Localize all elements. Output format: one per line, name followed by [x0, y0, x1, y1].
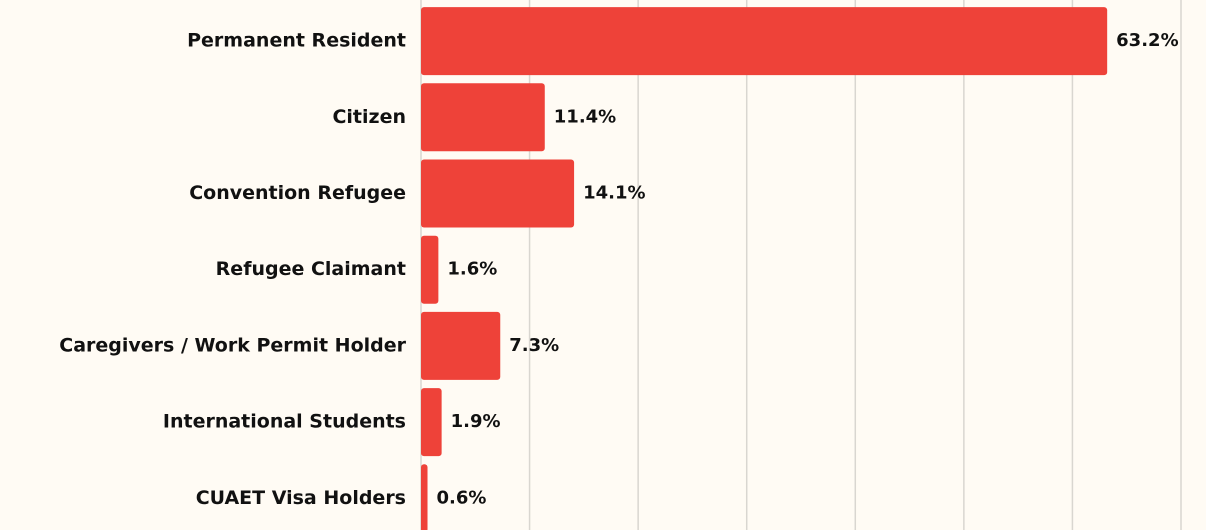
category-label: Citizen [332, 106, 406, 128]
bar [421, 388, 442, 457]
bar [421, 7, 1108, 76]
category-label: Convention Refugee [189, 182, 406, 204]
value-label: 11.4% [554, 106, 616, 127]
bar [421, 235, 439, 304]
bar [421, 311, 501, 380]
value-label: 7.3% [509, 335, 559, 356]
category-label: International Students [163, 411, 406, 433]
value-label: 63.2% [1116, 30, 1178, 51]
category-label: Caregivers / Work Permit Holder [59, 334, 406, 356]
bar [421, 83, 545, 152]
bar [421, 464, 428, 530]
value-label: 0.6% [437, 487, 487, 508]
value-label: 1.9% [451, 411, 501, 432]
category-label: CUAET Visa Holders [196, 487, 406, 509]
bar [421, 159, 575, 228]
value-label: 14.1% [583, 183, 645, 204]
category-label: Permanent Resident [187, 30, 406, 52]
value-label: 1.6% [447, 259, 497, 280]
category-label: Refugee Claimant [216, 258, 406, 280]
